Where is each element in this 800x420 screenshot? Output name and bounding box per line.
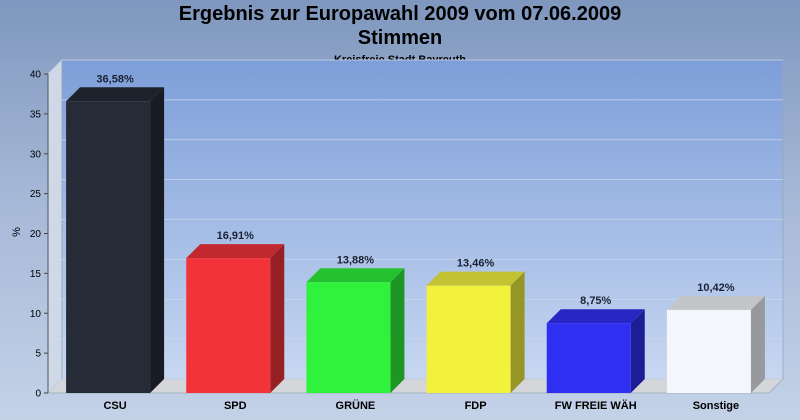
x-tick-label: CSU xyxy=(103,400,126,412)
chart-title-line2: Stimmen xyxy=(357,27,443,49)
bar-side xyxy=(510,271,525,393)
bar-side xyxy=(390,268,405,393)
bar xyxy=(306,282,391,393)
x-tick-label: FDP xyxy=(465,400,487,412)
bar xyxy=(546,323,631,393)
bar-top xyxy=(306,268,405,283)
x-tick-label: SPD xyxy=(224,400,247,412)
bar-top xyxy=(66,87,165,102)
gridline xyxy=(47,59,783,75)
data-label: 16,91% xyxy=(217,230,255,242)
data-label: 10,42% xyxy=(697,282,735,294)
bar xyxy=(666,309,751,393)
gridline xyxy=(47,139,783,155)
y-tick-label: 15 xyxy=(30,269,42,280)
bar xyxy=(186,258,271,393)
data-label: 36,58% xyxy=(96,73,134,85)
bar-top xyxy=(426,271,525,286)
bar-side xyxy=(750,295,765,393)
x-tick-label: GRÜNE xyxy=(336,399,376,412)
gridline xyxy=(47,258,783,274)
gridline xyxy=(47,179,783,194)
gridline xyxy=(47,219,783,234)
y-tick-label: 25 xyxy=(30,189,42,200)
y-tick-label: 0 xyxy=(35,389,41,400)
y-tick-label: 10 xyxy=(30,309,42,320)
y-tick-label: 5 xyxy=(35,349,41,360)
bar-side xyxy=(150,87,165,393)
gridline xyxy=(47,99,783,115)
gridline xyxy=(47,298,783,314)
chart-title: Ergebnis zur Europawahl 2009 vom 07.06.2… xyxy=(178,3,622,25)
bar-top xyxy=(546,309,645,324)
bar xyxy=(426,285,511,393)
y-tick-label: 40 xyxy=(30,70,42,81)
bar-side xyxy=(270,244,285,393)
gridline xyxy=(47,338,783,354)
bar-top xyxy=(186,244,285,259)
bar-top xyxy=(666,295,765,310)
data-label: 8,75% xyxy=(580,295,611,307)
data-label: 13,46% xyxy=(457,258,495,270)
x-tick-label: Sonstige xyxy=(693,400,739,412)
x-tick-label: FW FREIE WÄH xyxy=(555,399,637,412)
data-label: 13,88% xyxy=(337,254,375,266)
y-tick-label: 20 xyxy=(30,229,42,240)
bar-side xyxy=(630,309,645,393)
y-tick-label: 35 xyxy=(30,109,42,120)
y-tick-label: 30 xyxy=(30,149,42,160)
gridline xyxy=(47,378,783,394)
bar xyxy=(66,101,151,393)
